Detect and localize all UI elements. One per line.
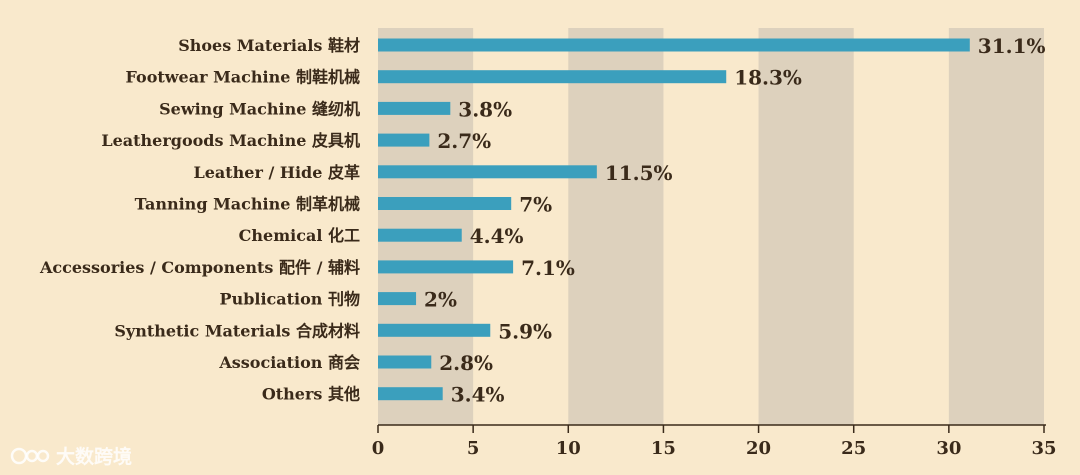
value-label: 18.3%: [734, 66, 802, 90]
x-tick-label: 15: [651, 438, 676, 459]
category-label: Accessories / Components 配件 / 辅料: [39, 258, 360, 277]
category-label: Shoes Materials 鞋材: [178, 36, 360, 55]
category-label: Footwear Machine 制鞋机械: [126, 68, 360, 87]
bar: [378, 323, 491, 337]
bar: [378, 197, 512, 210]
value-labels: 31.1% 18.3% 3.8% 2.7% 11.5% 7% 4.4% 7.1% 2% 5.9%2…: [424, 34, 1045, 407]
bar: [378, 260, 514, 274]
value-label: 7.1%: [521, 256, 575, 280]
value-label: 2.7%: [437, 129, 491, 153]
value-label: 4.4%: [470, 224, 524, 248]
value-label: 5.9%: [498, 319, 552, 343]
category-label: Others 其他: [262, 385, 360, 404]
x-tick-label: 25: [841, 438, 866, 459]
grid-band: [948, 28, 1044, 425]
category-label: Synthetic Materials 合成材料: [114, 321, 360, 340]
x-tick-label: 35: [1031, 438, 1056, 459]
bar: [378, 387, 443, 401]
x-tick-label: 30: [936, 438, 961, 459]
value-label: 2%: [424, 288, 457, 312]
value-label: 2.8%: [439, 351, 493, 375]
bar: [378, 165, 597, 179]
category-label: Association 商会: [218, 353, 360, 372]
category-label: Chemical 化工: [239, 226, 360, 245]
category-label: Leather / Hide 皮革: [193, 163, 360, 182]
value-label: 7%: [519, 193, 552, 217]
bar: [378, 133, 430, 147]
grid-band: [568, 28, 664, 425]
grid-band: [758, 28, 854, 425]
x-tick-label: 20: [746, 438, 771, 459]
watermark-text: 大数跨境: [56, 445, 133, 468]
value-label: 11.5%: [605, 161, 673, 185]
bar: [378, 101, 451, 115]
x-ticks: 0 5 10 15 20 25 30 35: [372, 425, 1057, 459]
category-label: Publication 刊物: [220, 290, 360, 309]
value-label: 3.4%: [451, 383, 505, 407]
bar: [378, 70, 727, 84]
value-label: 31.1%: [978, 34, 1046, 58]
x-tick-label: 5: [467, 438, 480, 459]
bars: [378, 38, 970, 401]
category-label: Sewing Machine 缝纫机: [159, 99, 360, 118]
category-label: Leathergoods Machine 皮具机: [101, 131, 360, 150]
bar: [378, 228, 462, 242]
bar: [378, 292, 417, 306]
x-tick-label: 10: [556, 438, 581, 459]
logo-icon: [10, 447, 50, 465]
category-label: Tanning Machine 制革机械: [135, 195, 360, 214]
category-labels: Shoes Materials 鞋材 Footwear Machine 制鞋机械 S…: [39, 36, 360, 404]
x-tick-label: 0: [372, 438, 385, 459]
background-bands: [378, 28, 1044, 425]
bar: [378, 355, 432, 369]
value-label: 3.8%: [458, 97, 512, 121]
bar: [378, 38, 970, 52]
watermark: 大数跨境: [10, 440, 132, 470]
